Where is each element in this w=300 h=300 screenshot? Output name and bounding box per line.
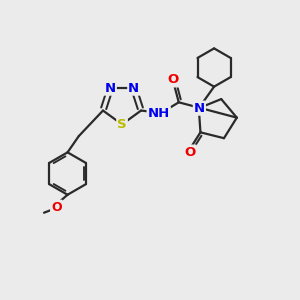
Text: NH: NH [148,107,170,120]
Text: O: O [168,74,179,86]
Text: N: N [128,82,140,95]
Text: O: O [184,146,196,159]
Text: N: N [105,82,116,95]
Text: S: S [117,118,127,131]
Text: O: O [51,201,62,214]
Text: N: N [194,102,205,115]
